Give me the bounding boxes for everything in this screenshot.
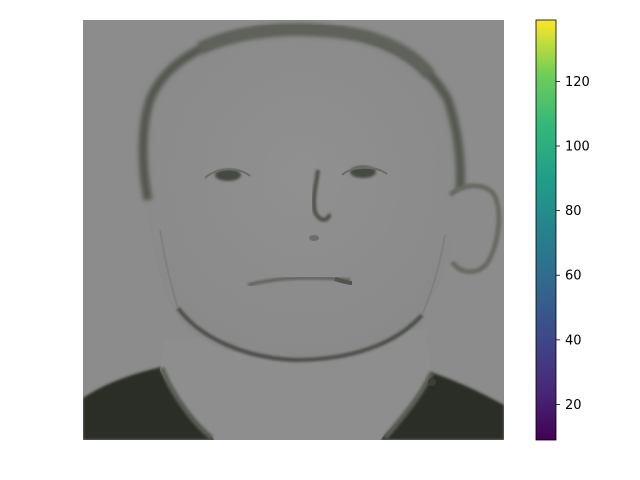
- nostril: [309, 235, 319, 241]
- head-region: [143, 25, 462, 360]
- cheek-shading-left: [159, 229, 179, 309]
- cheek-shading-right: [421, 234, 446, 316]
- colorbar-ticks: 20 40 60 80 100 120: [556, 75, 590, 413]
- colorbar-tick-label: 60: [565, 269, 582, 284]
- jaw-line: [176, 306, 424, 363]
- colorbar-tick-label: 100: [565, 140, 590, 155]
- colorbar-tick-label: 80: [565, 204, 582, 219]
- right-eyelid: [341, 166, 388, 176]
- colorbar: 20 40 60 80 100 120: [535, 19, 590, 441]
- colorbar-gradient: [535, 19, 557, 441]
- nose: [311, 169, 332, 222]
- face-image: [83, 20, 504, 440]
- colorbar-tick-label: 40: [565, 333, 582, 348]
- left-eyelid: [204, 168, 251, 179]
- neck-mark: [428, 378, 436, 386]
- neck-region: [160, 330, 432, 440]
- mouth-corner: [334, 277, 353, 285]
- neck-shadow-right: [383, 370, 435, 440]
- colorbar-tick-label: 20: [565, 398, 582, 413]
- neck-shadow-left: [159, 367, 214, 440]
- hair-top: [197, 23, 435, 79]
- ear-region: [448, 183, 502, 275]
- colorbar-tick-label: 120: [565, 75, 590, 90]
- shirt-region-right: [380, 372, 504, 440]
- left-eye: [215, 169, 241, 181]
- shirt-region: [83, 366, 215, 440]
